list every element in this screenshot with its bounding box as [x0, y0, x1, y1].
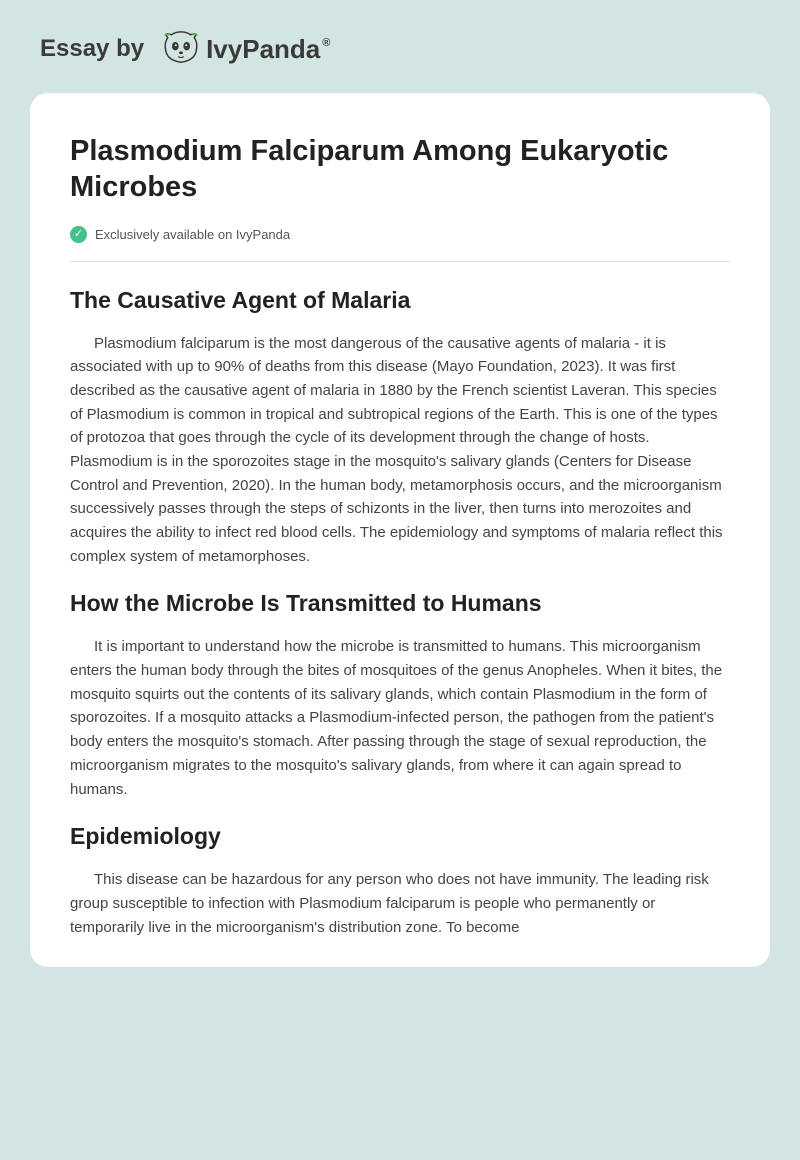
essay-by-label: Essay by — [40, 35, 144, 63]
brand-name: IvyPanda® — [206, 34, 328, 65]
check-icon: ✓ — [70, 226, 87, 243]
section-heading: Epidemiology — [70, 823, 730, 850]
essay-card: Plasmodium Falciparum Among Eukaryotic M… — [30, 93, 770, 967]
section-heading: The Causative Agent of Malaria — [70, 287, 730, 314]
section-paragraph: This disease can be hazardous for any pe… — [70, 868, 730, 939]
section-paragraph: It is important to understand how the mi… — [70, 635, 730, 801]
registered-mark: ® — [322, 37, 330, 49]
availability-badge: ✓ Exclusively available on IvyPanda — [70, 226, 730, 262]
panda-icon — [162, 30, 200, 68]
badge-text: Exclusively available on IvyPanda — [95, 227, 290, 242]
section-heading: How the Microbe Is Transmitted to Humans — [70, 590, 730, 617]
section-paragraph: Plasmodium falciparum is the most danger… — [70, 332, 730, 569]
brand-text: IvyPanda — [206, 34, 320, 64]
essay-title: Plasmodium Falciparum Among Eukaryotic M… — [70, 133, 730, 206]
brand-logo: IvyPanda® — [162, 30, 328, 68]
page-header: Essay by IvyPanda® — [30, 30, 770, 68]
